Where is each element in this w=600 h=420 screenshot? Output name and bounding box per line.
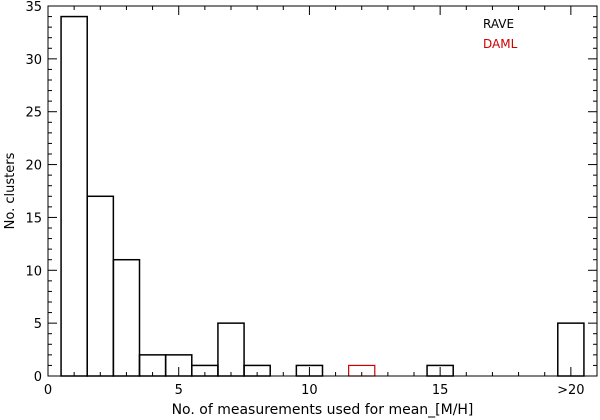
x-tick-label: 5 — [175, 383, 183, 398]
series-layer — [60, 15, 585, 377]
ticks-layer: 0 5 10 15 >20 0 5 10 15 20 25 30 35 — [25, 0, 597, 398]
histogram-bar — [112, 258, 141, 377]
histogram-bar — [86, 195, 115, 377]
y-tick-label: 15 — [25, 211, 42, 226]
x-tick-label: 0 — [44, 383, 52, 398]
y-tick-label: 5 — [34, 317, 42, 332]
legend: RAVE DAML — [483, 17, 518, 51]
y-axis-label: No. clusters — [3, 152, 18, 229]
histogram-bar — [217, 322, 245, 377]
x-tick-label: 10 — [301, 383, 318, 398]
histogram-bar — [60, 15, 88, 377]
legend-entry-daml: DAML — [483, 37, 518, 51]
x-tick-label: >20 — [557, 383, 584, 398]
y-tick-label: 30 — [25, 53, 42, 68]
plot-frame — [47, 5, 598, 377]
y-tick-label: 10 — [25, 264, 42, 279]
series-rave — [60, 15, 585, 377]
y-tick-label: 20 — [25, 159, 42, 174]
x-axis-label: No. of measurements used for mean_[M/H] — [172, 402, 474, 418]
legend-entry-rave: RAVE — [483, 17, 514, 31]
x-tick-label: 15 — [432, 383, 449, 398]
y-tick-label: 35 — [25, 0, 42, 15]
y-tick-label: 0 — [34, 370, 42, 385]
y-tick-label: 25 — [25, 106, 42, 121]
